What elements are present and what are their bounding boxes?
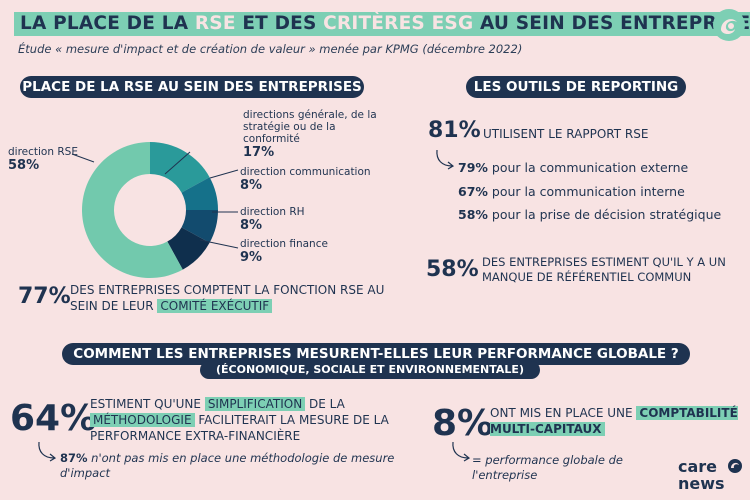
leader-line-comm [209, 169, 239, 179]
label-fin-value: 9% [240, 250, 263, 265]
page-title: LA PLACE DE LA RSE ET DES CRITÈRES ESG A… [14, 12, 750, 36]
label-direction-generale: directions générale, de la stratégie ou … [243, 109, 383, 159]
rse-donut-chart [71, 142, 239, 278]
stat-8-note: = performance globale de l'entreprise [472, 453, 623, 482]
title-part-2: ET DES [235, 13, 324, 34]
sub1-text: pour la communication externe [487, 160, 689, 175]
stat-87-text: n'ont pas mis en place une méthodologie … [60, 451, 395, 480]
sub3-text: pour la prise de décision stratégique [487, 207, 722, 222]
stat-87: 87% n'ont pas mis en place une méthodolo… [60, 451, 400, 481]
stat-81-text: UTILISENT LE RAPPORT RSE [483, 127, 649, 141]
label-comm-name: direction communication [240, 166, 371, 178]
leader-line-gen [164, 151, 191, 175]
brand-line-2: news [678, 474, 725, 493]
outils-section-heading: LES OUTILS DE REPORTING [466, 76, 686, 98]
label-rh-value: 8% [240, 218, 263, 233]
perf-section-heading: COMMENT LES ENTREPRISES MESURENT-ELLES L… [62, 343, 690, 365]
title-part-1: LA PLACE DE LA [20, 13, 195, 34]
carenews-logo: care news [678, 458, 725, 492]
sub3-value: 58% [458, 207, 488, 222]
label-direction-rse: direction RSE 58% [8, 146, 78, 172]
stat-64-value: 64% [10, 398, 97, 439]
reporting-sub-item: 79% pour la communication externe [458, 160, 688, 175]
label-rse-name: direction RSE [8, 146, 78, 158]
care-logo-icon [713, 9, 745, 41]
stat-77-text: DES ENTREPRISES COMPTENT LA FONCTION RSE… [70, 282, 390, 314]
stat-64-t1: ESTIMENT QU'UNE [90, 397, 205, 411]
label-rse-value: 58% [8, 158, 40, 173]
stat-64-t2: DE LA [305, 397, 345, 411]
reporting-sub-item: 67% pour la communication interne [458, 184, 685, 199]
curved-arrow-icon [436, 149, 455, 170]
label-gen-value: 17% [243, 145, 275, 160]
slice-direction-communication [181, 177, 218, 210]
stat-64-h1: SIMPLIFICATION [204, 397, 306, 411]
stat-58-value: 58% [426, 257, 479, 282]
slice-direction-generale [150, 142, 210, 193]
stat-77-highlight: COMITÉ EXÉCUTIF [157, 299, 273, 313]
stat-87-value: 87% [60, 451, 88, 465]
stat-58-text: DES ENTREPRISES ESTIMENT QU'IL Y A UN MA… [482, 255, 726, 284]
carenews-mark-icon [728, 459, 742, 473]
stat-64-t3: FACILITERAIT LA MESURE DE LA PERFORMANCE… [90, 413, 389, 443]
sub2-value: 67% [458, 184, 488, 199]
subtitle: Étude « mesure d'impact et de création d… [18, 42, 523, 56]
stat-8-text: ONT MIS EN PLACE UNE COMPTABILITÉ MULTI-… [490, 405, 740, 437]
label-direction-rh: direction RH 8% [240, 206, 305, 232]
sub2-text: pour la communication interne [487, 184, 685, 199]
slice-direction-finance [167, 227, 210, 270]
leader-line-rse [71, 153, 95, 163]
curved-arrow-icon [452, 441, 471, 462]
label-direction-finance: direction finance 9% [240, 238, 328, 264]
stat-77-text-main: DES ENTREPRISES COMPTENT LA FONCTION RSE… [70, 283, 385, 313]
perf-section-subheading: (ÉCONOMIQUE, SOCIALE ET ENVIRONNEMENTALE… [200, 361, 540, 379]
stat-64-h2: MÉTHODOLOGIE [90, 413, 195, 427]
slice-direction-rh [181, 210, 218, 243]
title-criteres: CRITÈRES ESG [323, 13, 474, 34]
leader-line-fin [199, 239, 239, 249]
label-comm-value: 8% [240, 178, 263, 193]
reporting-sub-item: 58% pour la prise de décision stratégiqu… [458, 207, 721, 222]
stat-81-value: 81% [428, 118, 481, 143]
label-direction-communication: direction communication 8% [240, 166, 371, 192]
title-rse: RSE [194, 13, 236, 34]
brand-line-1: care [678, 457, 718, 476]
label-gen-name: directions générale, de la stratégie ou … [243, 109, 377, 145]
sub1-value: 79% [458, 160, 488, 175]
label-fin-name: direction finance [240, 238, 328, 250]
stat-64-text: ESTIMENT QU'UNE SIMPLIFICATION DE LA MÉT… [90, 396, 410, 444]
label-rh-name: direction RH [240, 206, 305, 218]
stat-77-value: 77% [18, 284, 71, 309]
title-part-3: AU SEIN DES ENTREPRISES [473, 13, 750, 34]
rse-section-heading: PLACE DE LA RSE AU SEIN DES ENTREPRISES [20, 76, 364, 98]
slice-direction-rse [81, 142, 183, 278]
curved-arrow-icon [38, 441, 57, 462]
stat-8-value: 8% [432, 403, 494, 444]
stat-8-text-main: ONT MIS EN PLACE UNE [490, 406, 637, 420]
